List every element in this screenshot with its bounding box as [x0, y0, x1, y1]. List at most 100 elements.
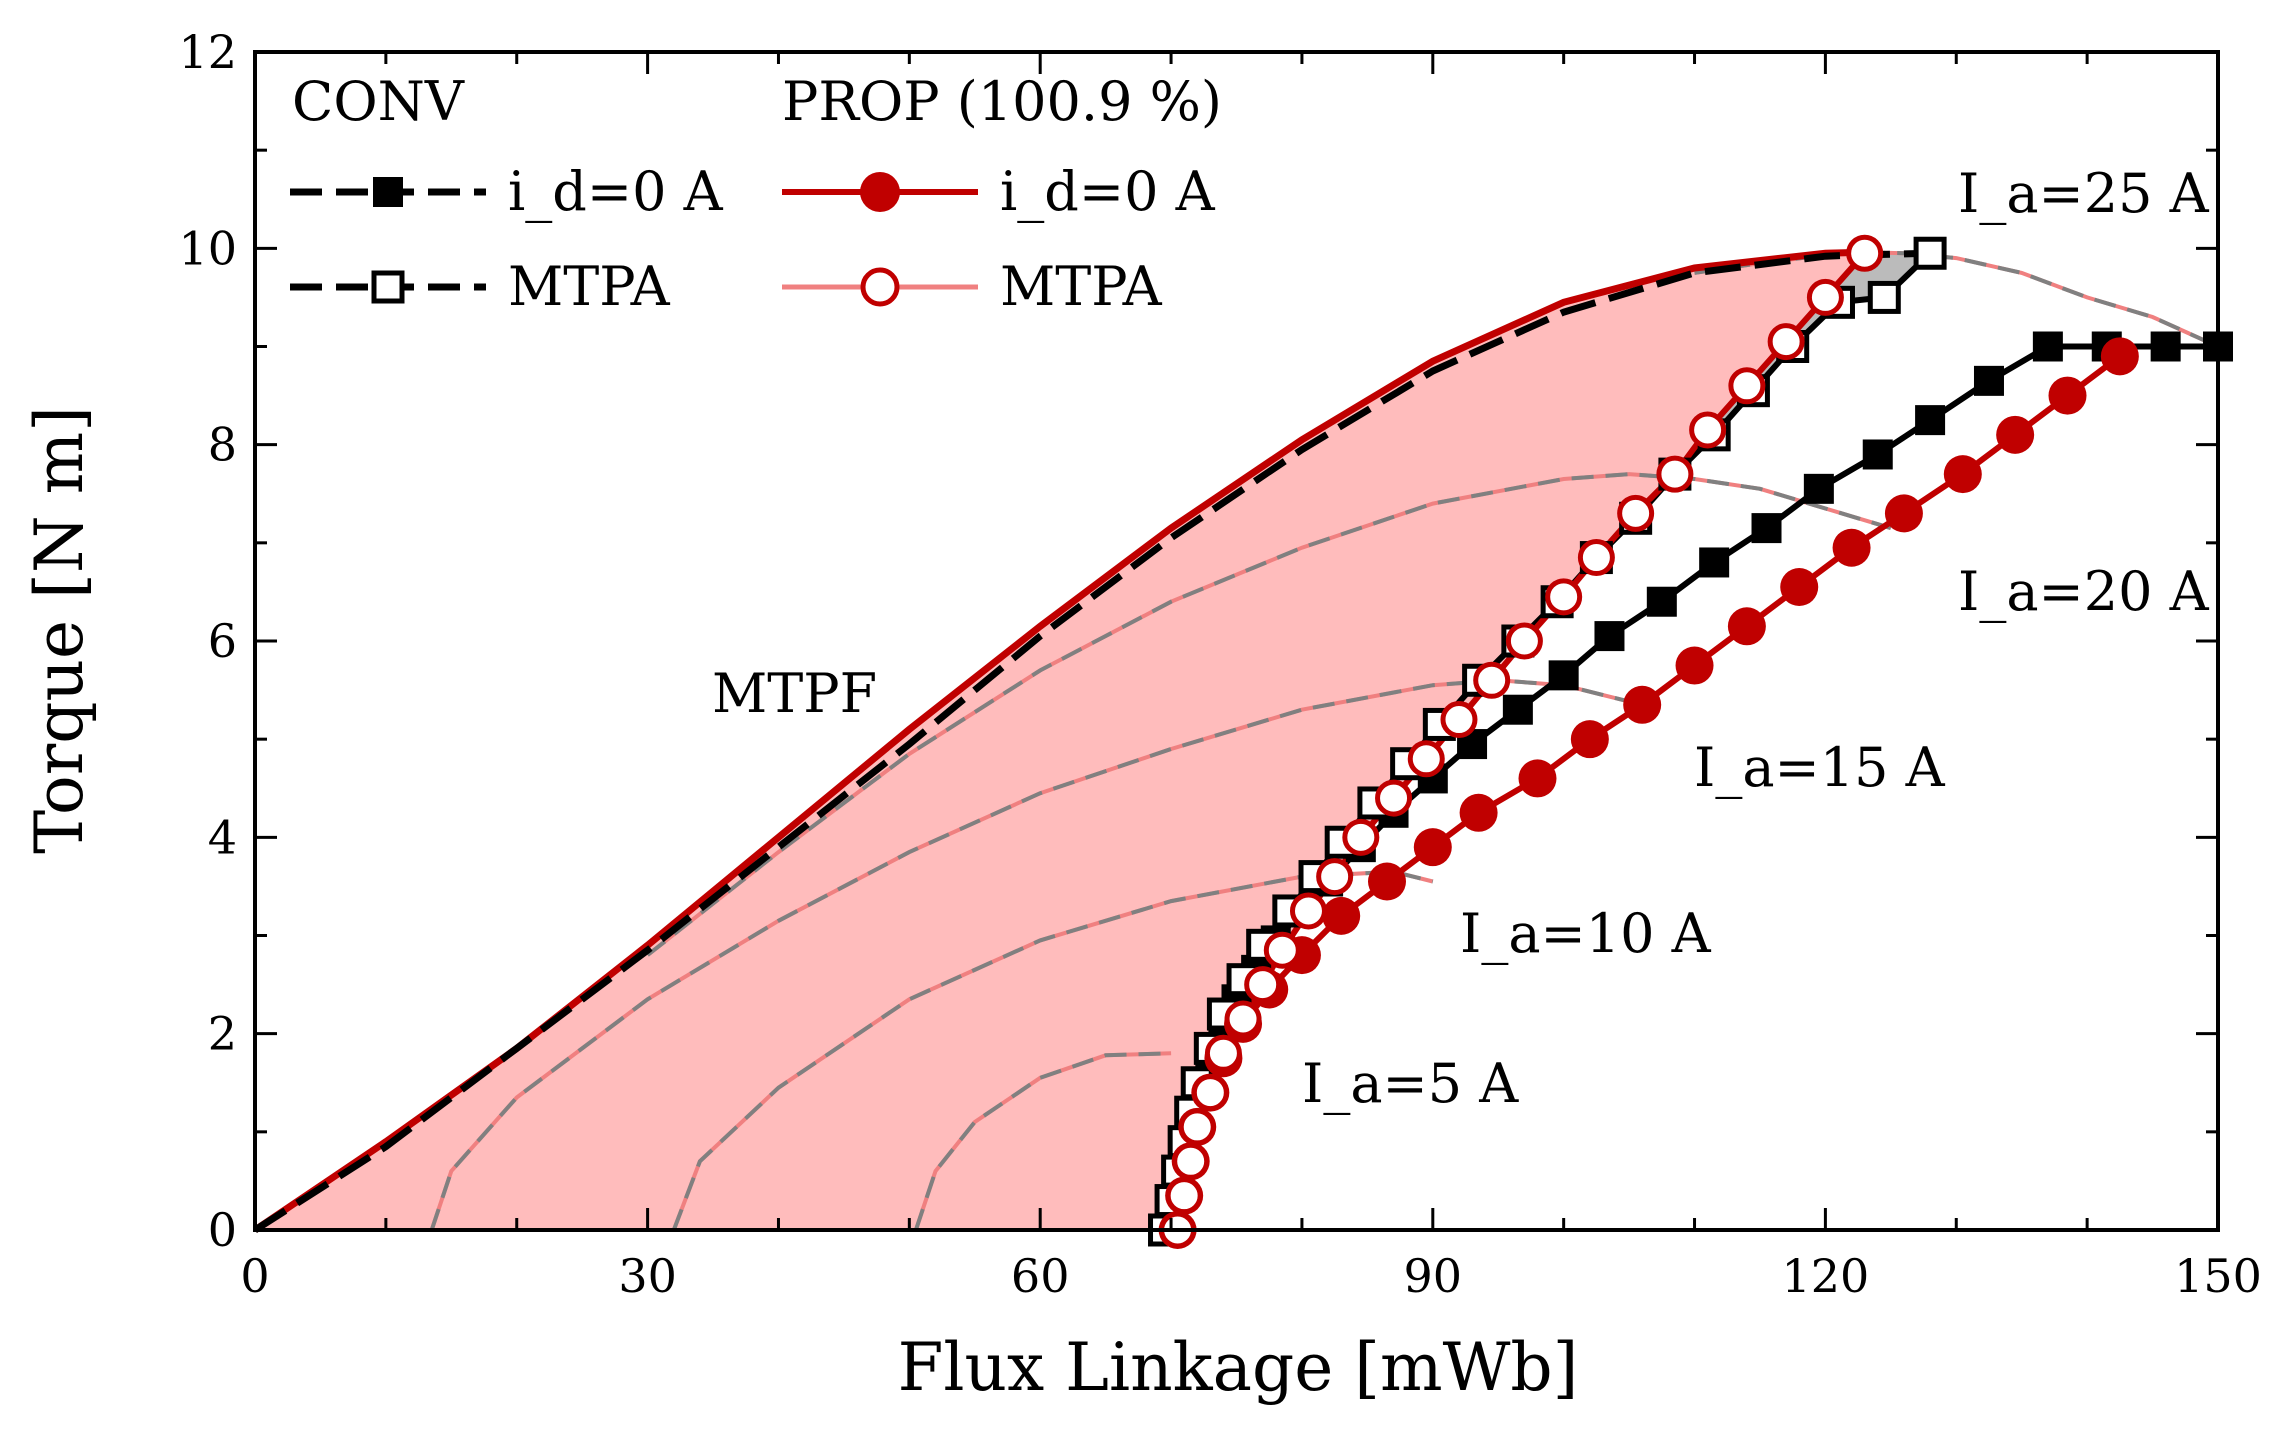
- series-markers: [1148, 234, 2233, 1249]
- legend-filled-square-marker: [373, 177, 403, 207]
- legend-conv-id0-label: i_d=0 A: [508, 160, 724, 223]
- conv-id0-point: [2150, 331, 2181, 362]
- prop-mtpa-point: [1224, 1000, 1262, 1038]
- legend-prop-id0-label: i_d=0 A: [1000, 160, 1216, 223]
- prop-feasible-region: [255, 252, 1865, 1231]
- prop-mtpa-point: [1689, 411, 1727, 449]
- y-tick-label: 6: [208, 614, 237, 668]
- prop-mtpf-line: [253, 248, 1865, 1233]
- prop-id0-point: [1459, 793, 1498, 832]
- conv-id0-point: [1803, 473, 1834, 504]
- legend-open-square-marker: [371, 270, 405, 304]
- conv-id0-point: [1548, 660, 1579, 691]
- prop-id0-point: [1623, 685, 1662, 724]
- region-fills: [255, 252, 1931, 1231]
- y-axis-title: Torque [N m]: [21, 406, 98, 854]
- x-tick-label: 60: [1011, 1249, 1070, 1303]
- current-circle-conv-5A: [914, 1051, 1172, 1231]
- prop-id0-point: [1322, 896, 1361, 935]
- annotation-mtpf: MTPF: [712, 662, 877, 725]
- prop-id0-point: [1884, 494, 1923, 533]
- conv-id0-point: [1594, 621, 1625, 652]
- annotation-ia5: I_a=5 A: [1302, 1052, 1519, 1115]
- prop-mtpa-point: [1473, 661, 1511, 699]
- prop-id0-point: [1367, 862, 1406, 901]
- annotation-ia15: I_a=15 A: [1694, 736, 1946, 799]
- conv-id0-point: [1862, 439, 1893, 470]
- prop-id0-point: [1413, 828, 1452, 867]
- prop-mtpa-point: [1165, 1177, 1203, 1215]
- x-tick-label: 120: [1781, 1249, 1869, 1303]
- y-tick-label: 8: [208, 418, 237, 472]
- prop-mtpa-point: [1342, 818, 1380, 856]
- prop-mtpa-point: [1577, 539, 1615, 577]
- x-tick-label: 90: [1404, 1249, 1463, 1303]
- legend-open-circle-marker: [860, 267, 900, 307]
- prop-id0-point: [2048, 376, 2087, 415]
- legend-filled-circle-marker: [860, 172, 900, 212]
- legend-prop-mtpa-label: MTPA: [1000, 255, 1163, 318]
- prop-mtpa-point: [1407, 740, 1445, 778]
- y-tick-label: 12: [178, 25, 237, 79]
- legend: CONV PROP (100.9 %) i_d=0 A MTPA i_d=0 A…: [290, 70, 1222, 318]
- prop-mtpa-point: [1244, 966, 1282, 1004]
- prop-id0-point: [2100, 337, 2139, 376]
- legend-conv-mtpa: MTPA: [290, 255, 671, 318]
- conv-id0-point: [1915, 405, 1946, 436]
- prop-mtpa-point: [1263, 931, 1301, 969]
- annotation-ia10: I_a=10 A: [1460, 902, 1712, 965]
- prop-id0-point: [1675, 646, 1714, 685]
- conv-id0-point: [1751, 513, 1782, 544]
- conv-id0-point: [1699, 547, 1730, 578]
- prop-mtpa-point: [1846, 234, 1884, 272]
- x-axis-title: Flux Linkage [mWb]: [898, 1329, 1579, 1406]
- prop-mtpa-point: [1178, 1108, 1216, 1146]
- prop-mtpa-point: [1440, 701, 1478, 739]
- prop-mtpa-point: [1172, 1142, 1210, 1180]
- prop-mtpa-point: [1728, 367, 1766, 405]
- conv-mtpa-point: [1913, 236, 1947, 270]
- prop-id0-point: [1996, 415, 2035, 454]
- conv-id0-point: [1646, 586, 1677, 617]
- legend-prop-mtpa: MTPA: [782, 255, 1163, 318]
- y-tick-label: 2: [208, 1007, 237, 1061]
- prop-id0-point: [1727, 607, 1766, 646]
- prop-mtpa-point: [1289, 892, 1327, 930]
- legend-conv-mtpa-label: MTPA: [508, 255, 671, 318]
- legend-conv-header: CONV: [292, 70, 465, 133]
- prop-id0-point: [1780, 568, 1819, 607]
- prop-mtpa-point: [1806, 278, 1844, 316]
- legend-prop-header: PROP (100.9 %): [782, 70, 1222, 133]
- axis-ticks: [253, 50, 2220, 1232]
- prop-mtpa-point: [1767, 323, 1805, 361]
- conv-id0-point: [2032, 331, 2063, 362]
- prop-id0-point: [1570, 720, 1609, 759]
- legend-prop-id0: i_d=0 A: [782, 160, 1216, 223]
- conv-id0-point: [1973, 365, 2004, 396]
- annotation-ia25: I_a=25 A: [1958, 162, 2210, 225]
- current-circle-conv-20A: [646, 472, 1892, 957]
- current-circle-conv-10A: [671, 869, 1434, 1231]
- y-tick-label: 0: [208, 1203, 237, 1257]
- conv-id0-point: [1502, 694, 1533, 725]
- annotation-ia20: I_a=20 A: [1958, 560, 2210, 623]
- tick-labels: 0 30 60 90 120 150 0 2 4 6 8 10 12: [178, 25, 2261, 1303]
- conv-mtpa-point: [1867, 280, 1901, 314]
- x-tick-label: 30: [618, 1249, 677, 1303]
- prop-mtpa-point: [1617, 494, 1655, 532]
- prop-mtpa-point: [1204, 1034, 1242, 1072]
- x-tick-label: 0: [240, 1249, 269, 1303]
- prop-mtpa-point: [1191, 1074, 1229, 1112]
- prop-mtpa-point: [1656, 455, 1694, 493]
- y-tick-label: 4: [208, 810, 237, 864]
- y-tick-label: 10: [178, 221, 237, 275]
- x-tick-label: 150: [2174, 1249, 2262, 1303]
- prop-mtpa-point: [1375, 779, 1413, 817]
- prop-mtpa-point: [1316, 858, 1354, 896]
- prop-id0-point: [1832, 528, 1871, 567]
- prop-id0-point: [1943, 455, 1982, 494]
- prop-mtpa-point: [1545, 578, 1583, 616]
- legend-conv-id0: i_d=0 A: [290, 160, 724, 223]
- prop-id0-point: [1518, 759, 1557, 798]
